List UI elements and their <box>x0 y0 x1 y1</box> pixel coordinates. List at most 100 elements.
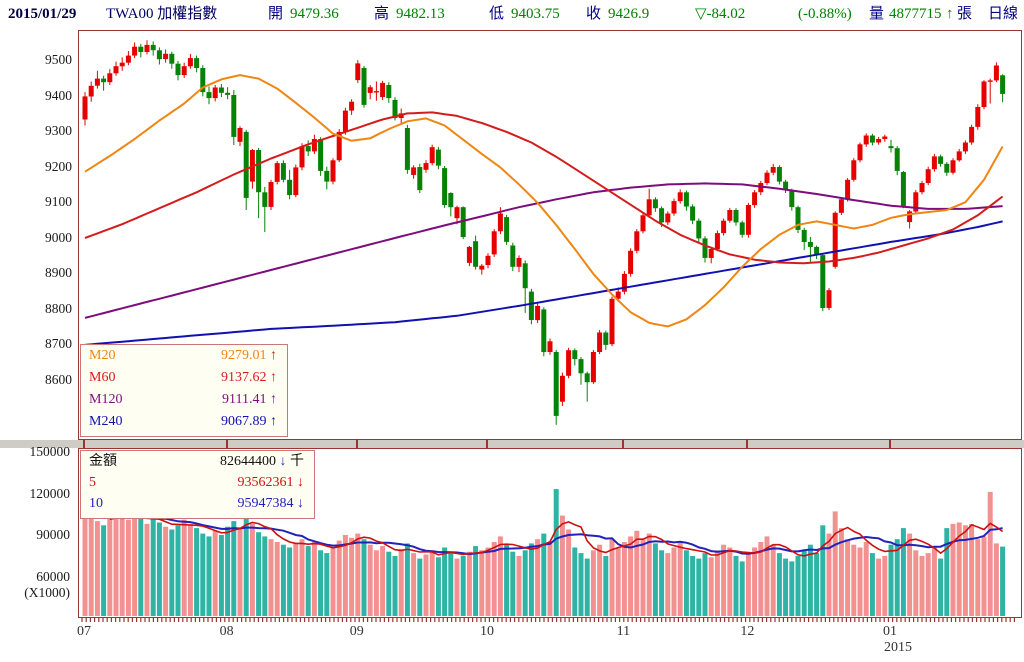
candlestick-canvas[interactable] <box>79 31 1021 439</box>
close-value: 9426.9 <box>608 6 650 22</box>
period-selector[interactable]: 日線 <box>988 6 1019 22</box>
month-tick <box>355 440 358 448</box>
candle-up <box>107 69 113 85</box>
up-arrow-icon: ↑ <box>270 392 277 407</box>
vol-ma10-label: 10 <box>89 496 103 511</box>
volume-bar-up <box>925 553 931 616</box>
volume-bar-up <box>491 542 497 616</box>
volume-bar-up <box>336 540 342 616</box>
volume-bar-up <box>466 551 472 616</box>
volume-bar-up <box>597 544 603 616</box>
candle-down <box>287 169 293 200</box>
volume-bar-up <box>708 557 714 616</box>
volume-bar-down <box>225 526 231 616</box>
high-label: 高 <box>374 6 390 22</box>
month-tick <box>622 440 625 448</box>
volume-bar-up <box>355 533 361 616</box>
candle-down <box>528 288 534 325</box>
candle-up <box>268 179 274 210</box>
volume-bar-up <box>187 523 193 616</box>
candle-up <box>993 62 999 83</box>
candle-down <box>702 236 708 263</box>
volume-bar-up <box>962 525 968 616</box>
volume-bar-up <box>975 539 981 616</box>
volume-bar-down <box>652 543 658 616</box>
vol-ma10-value: 95947384 ↓ <box>237 496 305 511</box>
ma120-value: 9111.41 ↑ <box>222 392 277 407</box>
candle-up <box>429 144 435 166</box>
volume-bar-down <box>789 561 795 616</box>
price-axis-label: 8900 <box>45 265 72 280</box>
volume-panel[interactable]: 金額 82644400 ↓ 千 5 93562361 ↓ 10 95947384… <box>78 448 1022 618</box>
volume-up-arrow-icon: ↑ <box>946 6 954 22</box>
volume-bar-up <box>380 546 386 616</box>
candle-up <box>770 163 776 176</box>
low-value: 9403.75 <box>511 6 560 22</box>
candle-down <box>435 146 441 170</box>
volume-bar-up <box>826 533 832 616</box>
volume-bar-up <box>907 533 913 616</box>
candle-up <box>851 158 857 182</box>
candle-down <box>386 82 392 103</box>
date-axis-ticks <box>81 618 1016 622</box>
high-value: 9482.13 <box>396 6 445 22</box>
candle-down <box>318 137 324 176</box>
volume-bar-down <box>888 544 894 616</box>
candle-down <box>739 220 745 238</box>
ma240-value: 9067.89 ↑ <box>221 414 277 429</box>
candle-down <box>900 170 906 209</box>
volume-bar-down <box>739 561 745 616</box>
candle-up <box>88 81 94 102</box>
change-pct-value: (-0.88%) <box>798 6 852 22</box>
volume-bar-down <box>262 536 268 616</box>
volume-bar-down <box>733 555 739 616</box>
candle-up <box>547 338 553 355</box>
candle-up <box>721 218 727 236</box>
candle-down <box>417 163 423 193</box>
candle-up <box>485 253 491 269</box>
volume-bar-down <box>584 558 590 616</box>
volume-bar-up <box>609 539 615 616</box>
close-label: 收 <box>586 6 602 22</box>
volume-bar-up <box>113 512 119 616</box>
volume-bar-up <box>559 515 565 616</box>
volume-bar-down <box>218 535 224 616</box>
panel-splitter[interactable] <box>0 440 1024 448</box>
volume-axis-label: 150000 <box>29 444 71 459</box>
candle-up <box>119 57 125 71</box>
open-label: 開 <box>268 6 284 22</box>
volume-bar-down <box>659 550 665 616</box>
volume-bar-up <box>454 558 460 616</box>
candle-down <box>231 90 237 145</box>
candle-up <box>454 205 460 225</box>
volume-bar-up <box>845 539 851 616</box>
candle-down <box>541 307 547 357</box>
volume-bar-up <box>274 542 280 616</box>
volume-bar-up <box>745 553 751 616</box>
ma120-label: M120 <box>89 392 123 407</box>
candle-up <box>882 134 888 142</box>
volume-bar-down <box>938 558 944 616</box>
price-axis-label: 9000 <box>45 229 72 245</box>
candle-up <box>82 92 88 126</box>
volume-bar-up <box>349 537 355 616</box>
candle-down <box>504 215 510 245</box>
volume-legend: 金額 82644400 ↓ 千 5 93562361 ↓ 10 95947384… <box>80 450 315 519</box>
candle-up <box>299 143 305 171</box>
volume-bar-down <box>504 544 510 616</box>
candlestick-panel[interactable]: M20 9279.01 ↑ M60 9137.62 ↑ M120 9111.41… <box>78 30 1022 440</box>
price-axis-label: 8600 <box>45 371 72 387</box>
candle-up <box>181 62 187 78</box>
candle-down <box>690 204 696 225</box>
month-label: 11 <box>616 624 631 639</box>
price-axis-label: 9100 <box>45 194 72 209</box>
candle-up <box>590 349 596 384</box>
candle-down <box>510 242 516 272</box>
volume-canvas[interactable] <box>79 449 1021 617</box>
year-label: 2015 <box>884 640 912 655</box>
month-label: 08 <box>219 624 234 639</box>
volume-bar-up <box>646 533 652 616</box>
volume-bar-up <box>342 535 348 616</box>
candle-up <box>832 211 838 269</box>
month-label: 07 <box>77 624 91 639</box>
